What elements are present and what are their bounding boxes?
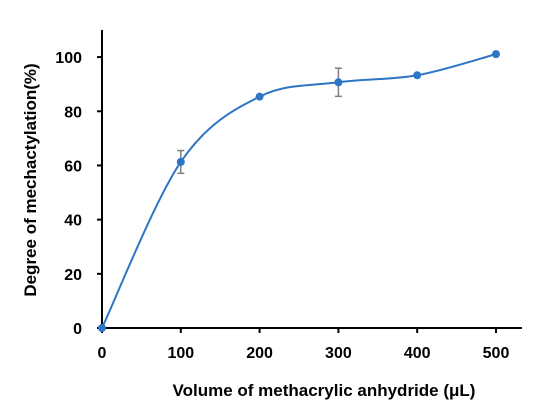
y-tick-label: 60: [64, 158, 82, 175]
y-axis-label: Degree of mechactylation(%): [21, 63, 40, 296]
x-tick-label: 100: [167, 345, 194, 362]
axes: [101, 30, 522, 329]
x-tick-label: 500: [483, 345, 510, 362]
x-tick-label: 400: [404, 345, 431, 362]
data-point: [413, 71, 422, 80]
data-point: [255, 92, 264, 101]
data-point: [98, 324, 106, 332]
y-tick-label: 20: [64, 267, 82, 284]
x-tick-label: 300: [325, 345, 352, 362]
ticks: 0 20 40 60 80 100 0 100 200 300 400 500: [55, 50, 509, 362]
data-point: [334, 78, 343, 87]
x-tick-label: 200: [246, 345, 273, 362]
y-tick-label: 80: [64, 104, 82, 121]
series-line: [101, 53, 497, 329]
y-tick-label: 40: [64, 213, 82, 230]
y-tick-label: 100: [55, 50, 82, 67]
series-group: [98, 50, 500, 332]
data-point: [176, 157, 185, 166]
data-point: [492, 50, 500, 59]
x-axis-label: Volume of methacrylic anhydride (μL): [173, 381, 476, 400]
y-tick-label: 0: [73, 321, 82, 338]
x-tick-label: 0: [98, 345, 107, 362]
